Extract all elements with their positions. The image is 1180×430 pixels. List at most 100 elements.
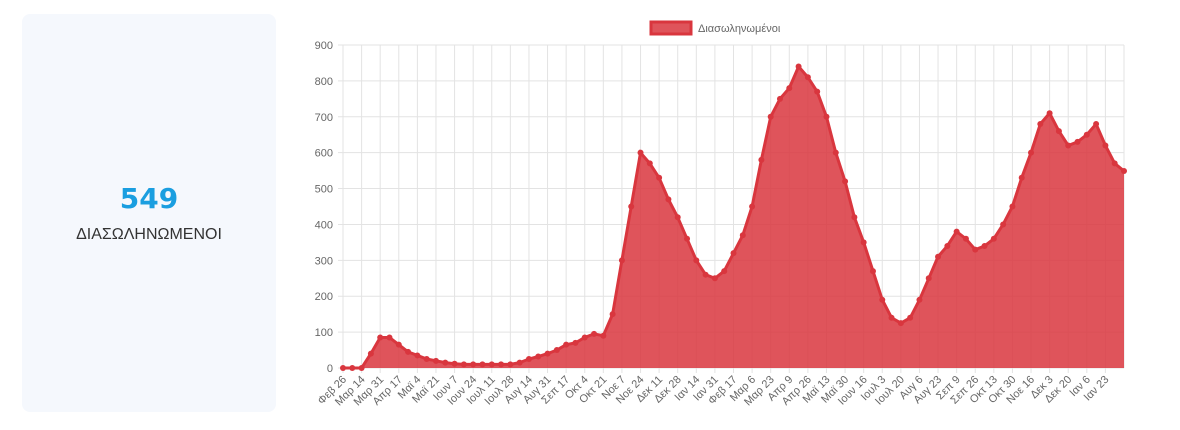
point [814, 88, 821, 95]
point [581, 334, 588, 341]
point [563, 341, 570, 348]
point [916, 296, 923, 303]
y-tick-label: 500 [315, 184, 333, 196]
point [377, 334, 384, 341]
point [516, 359, 523, 366]
point [367, 350, 374, 357]
point [674, 214, 681, 221]
point [739, 232, 746, 239]
point [1046, 110, 1053, 117]
point [553, 347, 560, 354]
point [618, 257, 625, 264]
point [1055, 128, 1062, 135]
point [1074, 138, 1081, 145]
point [925, 275, 932, 282]
point [1102, 142, 1109, 149]
point [414, 352, 421, 359]
stat-label: ΔΙΑΣΩΛΗΝΩΜΕΝΟΙ [76, 226, 222, 243]
point [507, 361, 514, 368]
y-tick-label: 0 [327, 363, 333, 375]
point [1083, 131, 1090, 138]
point [609, 311, 616, 318]
point [990, 235, 997, 242]
point [470, 361, 477, 368]
point [1009, 203, 1016, 210]
y-tick-label: 700 [315, 112, 333, 124]
stat-card: 549 ΔΙΑΣΩΛΗΝΩΜΕΝΟΙ [22, 14, 276, 412]
point [405, 348, 412, 355]
stat-value: 549 [119, 182, 179, 215]
point [646, 160, 653, 167]
point [832, 149, 839, 156]
point [804, 74, 811, 81]
point [953, 228, 960, 235]
point [442, 359, 449, 366]
point [340, 365, 346, 371]
legend-label: Διασωληνωμένοι [698, 23, 781, 35]
point [591, 330, 598, 337]
legend-swatch [649, 20, 693, 36]
point [795, 63, 802, 70]
point [758, 156, 765, 163]
point [869, 268, 876, 275]
point [488, 361, 495, 368]
point [730, 250, 737, 257]
point [711, 275, 718, 282]
point [349, 365, 356, 371]
area [343, 66, 1124, 368]
point [684, 235, 691, 242]
point [535, 353, 542, 360]
point [1028, 149, 1035, 156]
point [498, 361, 505, 368]
y-tick-label: 800 [315, 76, 333, 88]
y-tick-label: 200 [315, 291, 333, 303]
point [1037, 120, 1044, 127]
point [721, 268, 728, 275]
point [1121, 167, 1127, 174]
point [572, 339, 579, 346]
point [786, 85, 793, 92]
point [693, 257, 700, 264]
point [665, 196, 672, 203]
point [358, 365, 365, 371]
point [637, 149, 644, 156]
point [972, 246, 979, 253]
point [767, 113, 774, 120]
y-tick-label: 100 [315, 327, 333, 339]
point [423, 356, 430, 363]
point [1111, 160, 1118, 167]
y-tick-label: 900 [315, 40, 333, 52]
point [628, 203, 635, 210]
point [395, 341, 402, 348]
point [600, 332, 607, 339]
point [981, 242, 988, 249]
point [460, 361, 467, 368]
point [1093, 120, 1100, 127]
point [879, 296, 886, 303]
point [479, 361, 486, 368]
point [776, 95, 783, 102]
point [935, 253, 942, 260]
point [823, 113, 830, 120]
point [962, 235, 969, 242]
point [1065, 142, 1072, 149]
point [702, 271, 709, 278]
point [1018, 174, 1025, 181]
point [386, 334, 393, 341]
point [842, 178, 849, 185]
point [544, 350, 551, 357]
point [907, 314, 914, 321]
point [888, 314, 895, 321]
y-tick-label: 300 [315, 255, 333, 267]
point [432, 357, 439, 364]
point [944, 242, 951, 249]
y-tick-label: 400 [315, 219, 333, 231]
point [851, 214, 858, 221]
point [897, 320, 904, 327]
point [451, 360, 458, 367]
point [656, 174, 663, 181]
point [525, 356, 532, 363]
point [860, 239, 867, 246]
